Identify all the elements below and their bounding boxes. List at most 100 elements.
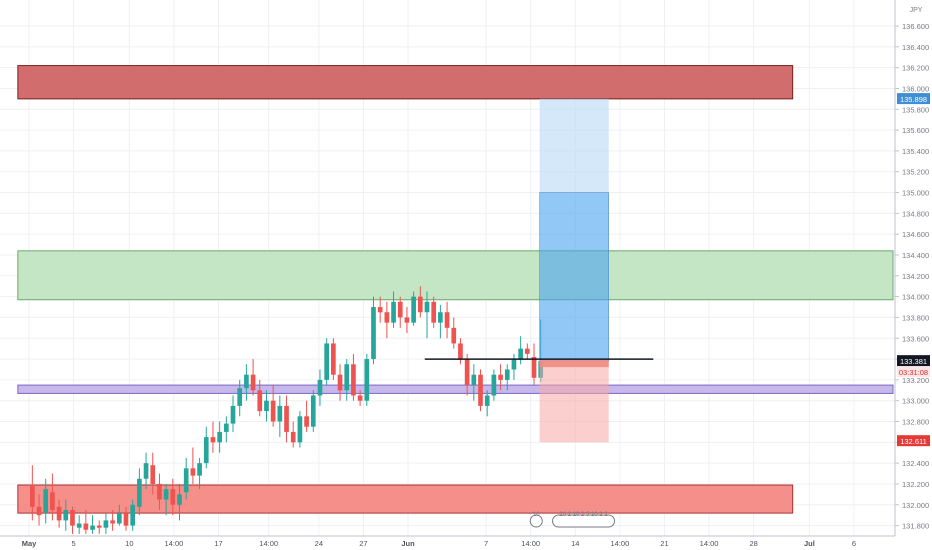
time-tick-label: 17: [214, 539, 222, 548]
countdown-tag: 03:31:08: [899, 368, 928, 377]
last-price-tag-background: [897, 355, 930, 367]
candle-body: [197, 463, 202, 476]
time-tick-label: 14:00: [259, 539, 278, 548]
candle-body: [270, 400, 276, 422]
price-tick-label: 134.400: [902, 251, 929, 260]
candle-body: [30, 486, 35, 507]
candle-body: [417, 296, 423, 313]
candle-body: [63, 509, 69, 521]
candle-body: [511, 359, 517, 370]
candle-body: [471, 374, 477, 386]
price-tick-label: 132.000: [902, 501, 929, 510]
price-tick-label: 135.200: [902, 168, 929, 177]
candle-body: [290, 431, 296, 443]
candle-body: [317, 379, 323, 396]
candle-body: [116, 513, 122, 524]
candle-body: [43, 489, 49, 514]
candle-body: [478, 374, 483, 406]
time-tick-label: May: [22, 539, 37, 548]
candle-body: [157, 483, 162, 500]
time-tick-label: Jul: [804, 539, 815, 548]
candle-body: [431, 301, 437, 323]
candle-body: [397, 301, 403, 318]
candle-body: [56, 506, 62, 521]
price-tick-label: 135.800: [902, 105, 929, 114]
time-tick-label: 14:00: [700, 539, 719, 548]
candle-body: [524, 348, 530, 354]
event-badge-count: 10: [533, 512, 540, 518]
candle-body: [76, 523, 82, 528]
time-tick-label: 14:00: [521, 539, 540, 548]
event-badge-icon[interactable]: [529, 514, 543, 528]
candle-body: [484, 395, 490, 406]
candle-body: [504, 369, 510, 380]
candle-body: [404, 317, 410, 323]
candle-body: [223, 423, 229, 432]
candle-body: [438, 312, 443, 323]
event-badge-group-icon[interactable]: [552, 514, 616, 528]
top-level-price-tag: 135.898: [900, 95, 927, 104]
time-axis[interactable]: May 5 10 14:00 17 14:00 24 27 Jun 7 14:00 14 14:00 21…: [0, 535, 932, 550]
candle-body: [103, 520, 109, 528]
candle-body: [384, 312, 390, 323]
candle-body: [331, 343, 336, 375]
candle-body: [36, 506, 42, 516]
top-level-price-tag-background: [897, 93, 930, 105]
price-tick-label: 134.600: [902, 230, 929, 239]
candle-body: [357, 395, 363, 401]
price-tick-label: 132.800: [902, 418, 929, 427]
price-tick-label: 135.600: [902, 126, 929, 135]
price-tick-label: 136.200: [902, 64, 929, 73]
candle-body: [50, 492, 55, 510]
candle-body: [371, 307, 376, 360]
time-tick-label: 7: [484, 539, 488, 548]
candle-body: [304, 416, 309, 427]
candle-body: [203, 437, 209, 464]
event-badges[interactable]: 10 20 2 10 2 5 10 2 2: [529, 512, 616, 528]
candle-body: [491, 374, 497, 396]
price-tick-label: 132.400: [902, 459, 929, 468]
price-tick-label: 136.600: [902, 22, 929, 31]
candle-body: [123, 513, 129, 526]
price-tick-label: 134.200: [902, 272, 929, 281]
candle-body: [451, 327, 457, 344]
position-tool[interactable]: [539, 98, 609, 443]
candle-body: [264, 400, 269, 412]
candle-body: [391, 301, 396, 323]
time-tick-label: Jun: [401, 539, 415, 548]
candle-body: [137, 478, 142, 507]
position-target-far-zone: [539, 98, 609, 193]
time-tick-label: 14: [571, 539, 579, 548]
currency-label: JPY: [910, 7, 923, 14]
price-tick-label: 132.200: [902, 480, 929, 489]
time-tick-label: 21: [660, 539, 668, 548]
candle-body: [310, 395, 316, 427]
candle-body: [237, 388, 243, 406]
candle-body: [377, 307, 383, 313]
time-tick-label: 14:00: [610, 539, 629, 548]
candle-body: [284, 405, 289, 432]
countdown-tag-background: [897, 366, 930, 378]
price-tick-label: 133.600: [902, 334, 929, 343]
candle-body: [518, 348, 523, 360]
time-tick-label: 28: [749, 539, 757, 548]
price-tick-label: 133.200: [902, 376, 929, 385]
price-tick-label: 136.000: [902, 84, 929, 93]
candle-body: [190, 468, 196, 476]
event-badge-group-counts: 20 2 10 2 5 10 2 2: [559, 512, 608, 518]
candle-body: [424, 301, 430, 313]
candle-body: [230, 405, 236, 424]
candle-body: [183, 468, 189, 493]
candle-body: [170, 489, 176, 505]
candle-body: [277, 405, 283, 422]
candle-body: [411, 296, 416, 323]
zone-purple-line: [17, 384, 894, 394]
time-tick-label: 6: [852, 539, 856, 548]
candle-body: [90, 525, 95, 530]
candle-body: [210, 437, 216, 443]
candle-body: [177, 494, 182, 505]
stop-level-price-tag-background: [897, 435, 930, 447]
price-tick-label: 131.800: [902, 522, 929, 531]
price-axis[interactable]: JPY 131.800132.000132.200132.400132.6001…: [894, 0, 932, 536]
